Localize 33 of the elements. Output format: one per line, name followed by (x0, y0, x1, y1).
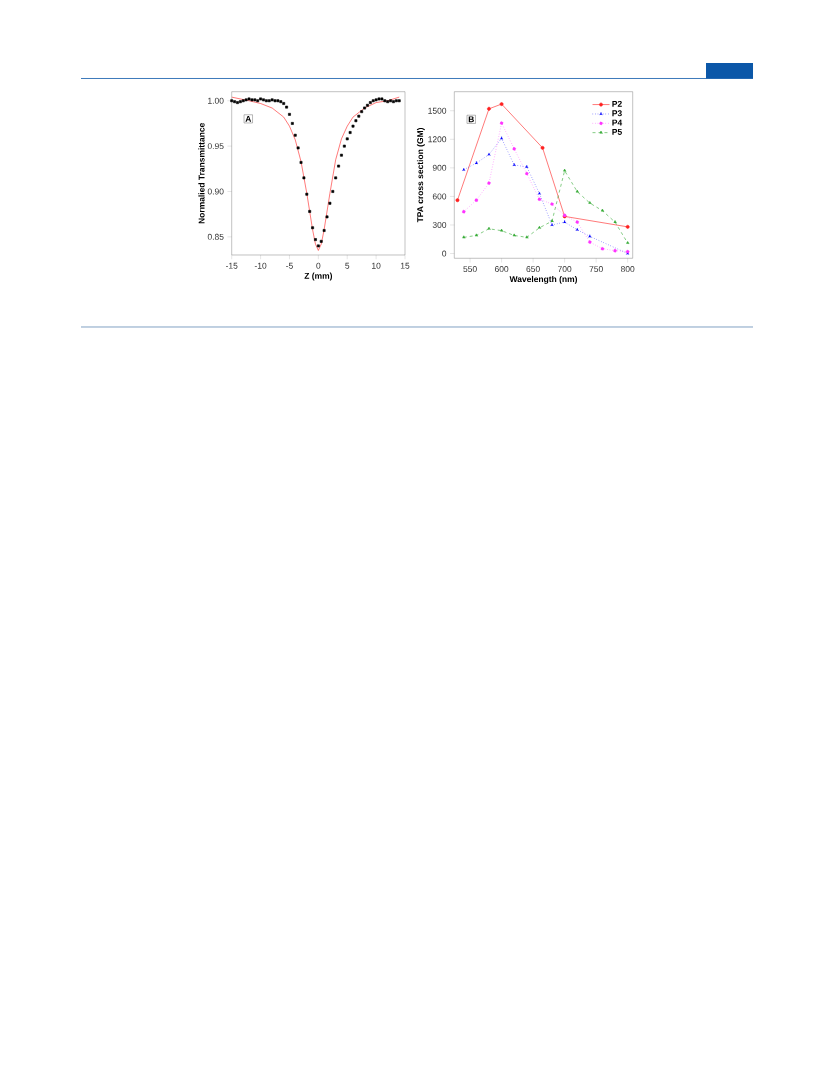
legend-label: P5 (612, 128, 622, 135)
x-axis-title: Z (mm) (304, 272, 333, 281)
y-tick-label: 1200 (428, 136, 447, 143)
y-tick-label: 900 (432, 164, 447, 171)
y-tick-label: 300 (432, 221, 447, 228)
y-tick-label: 1.00 (208, 97, 224, 104)
x-tick-label: 600 (494, 266, 509, 273)
legend-label: P3 (612, 110, 622, 117)
x-tick-label: 5 (345, 262, 350, 269)
x-tick-label: 800 (620, 266, 635, 273)
y-tick-label: 0.85 (207, 233, 224, 240)
y-tick-label: 0.95 (207, 143, 224, 150)
x-tick-label: -15 (225, 262, 238, 269)
y-axis-title: TPA cross section (GM) (416, 127, 425, 223)
y-tick-label: 600 (432, 193, 447, 200)
y-tick-label: 0.90 (207, 188, 224, 195)
y-tick-label: 1500 (428, 107, 447, 114)
x-tick-label: 550 (463, 266, 477, 273)
legend-label: P4 (612, 119, 623, 126)
x-tick-label: 750 (589, 266, 603, 273)
y-axis-title: Normalied Transmittance (198, 123, 205, 224)
x-tick-label: 15 (400, 262, 410, 269)
x-tick-label: 10 (372, 262, 381, 269)
x-tick-label: 700 (558, 266, 572, 273)
x-tick-label: 650 (526, 266, 540, 273)
annotation: A (245, 115, 252, 122)
y-tick-label: 0 (442, 250, 447, 257)
x-tick-label: 0 (316, 262, 321, 269)
x-axis-title: Wavelength (nm) (509, 275, 578, 284)
x-tick-label: -5 (286, 262, 293, 269)
annotation: B (468, 116, 474, 123)
legend-label: P2 (612, 100, 622, 107)
x-tick-label: -10 (254, 262, 267, 269)
